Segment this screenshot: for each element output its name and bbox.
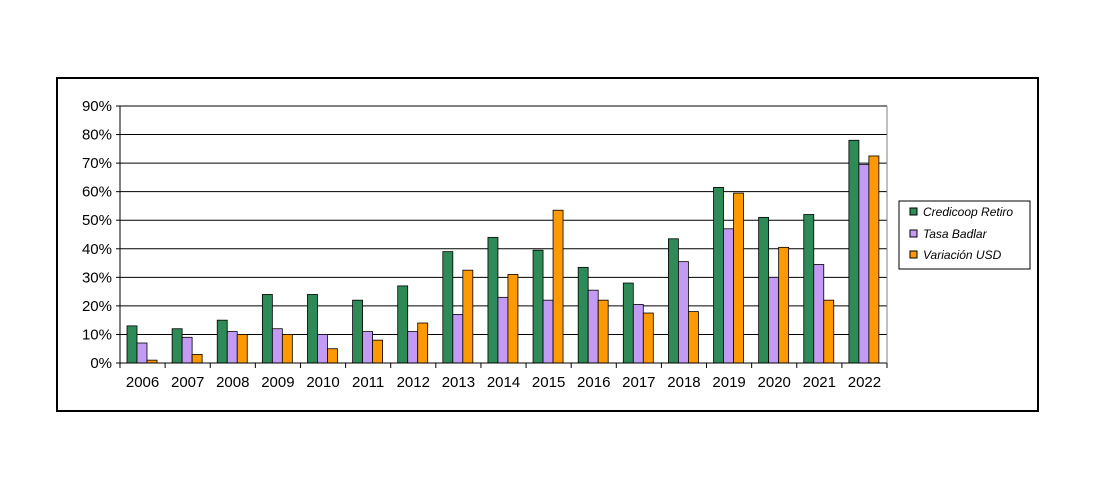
axes [119,106,888,364]
x-tick-label: 2015 [532,374,565,391]
y-tick-label: 50% [82,212,112,229]
legend-label-credicoop-retiro: Credicoop Retiro [923,205,1013,219]
bar-variaci-n-usd-2015 [552,209,564,364]
legend-box [898,200,1031,270]
bar-credicoop-retiro-2016 [577,266,589,364]
bar-variaci-n-usd-2012 [417,322,429,364]
bar-variaci-n-usd-2009 [281,334,293,364]
bar-credicoop-retiro-2012 [397,285,409,364]
x-tick-label: 2009 [261,374,294,391]
bar-tasa-badlar-2022 [858,164,870,364]
x-tick-label: 2008 [216,374,249,391]
x-tick-label: 2018 [667,374,700,391]
y-tick-label: 10% [82,326,112,343]
y-tick-label: 20% [82,298,112,315]
bar-tasa-badlar-2007 [181,336,193,364]
bar-credicoop-retiro-2008 [216,319,228,364]
bar-tasa-badlar-2011 [362,331,373,364]
bar-tasa-badlar-2012 [407,331,419,364]
bar-tasa-badlar-2009 [271,328,283,364]
x-tick-label: 2016 [577,374,610,391]
bar-variaci-n-usd-2018 [688,311,699,364]
bar-tasa-badlar-2006 [136,342,148,364]
y-tick-label: 80% [82,127,112,144]
x-tick-label: 2017 [622,374,655,391]
bar-variaci-n-usd-2016 [597,299,609,364]
x-tick-label: 2013 [442,374,475,391]
bar-credicoop-retiro-2011 [352,299,363,364]
x-tick-label: 2011 [352,374,384,391]
y-tick-label: 40% [82,241,112,258]
bar-credicoop-retiro-2020 [758,216,770,364]
x-tick-label: 2022 [848,374,881,391]
bar-tasa-badlar-2021 [813,264,825,364]
x-tick-label: 2006 [126,374,159,391]
bar-credicoop-retiro-2022 [848,139,860,364]
y-tick-label: 90% [82,98,112,115]
bar-credicoop-retiro-2014 [487,236,499,364]
bar-tasa-badlar-2008 [226,331,238,364]
bar-variaci-n-usd-2014 [507,274,519,364]
bar-credicoop-retiro-2007 [171,328,183,364]
bar-credicoop-retiro-2015 [532,249,544,364]
bar-tasa-badlar-2014 [497,296,509,364]
y-tick-labels: 0% 10% 20% 30% 40% 50% 60% 70% 80% 90% [82,98,120,372]
bar-credicoop-retiro-2021 [803,214,815,364]
x-tick-label: 2014 [487,374,520,391]
bar-tasa-badlar-2020 [768,276,780,364]
bar-variaci-n-usd-2007 [191,354,203,364]
bars [126,139,880,364]
y-tick-label: 30% [82,269,112,286]
bar-tasa-badlar-2010 [317,334,328,364]
bar-credicoop-retiro-2019 [713,186,724,364]
bar-credicoop-retiro-2006 [126,325,138,364]
bar-credicoop-retiro-2018 [668,238,679,364]
y-tick-label: 0% [90,355,112,372]
bar-variaci-n-usd-2010 [327,348,338,364]
legend-swatch-credicoop-retiro [909,207,918,216]
bar-credicoop-retiro-2017 [622,282,634,364]
bar-variaci-n-usd-2022 [868,155,880,364]
bar-variaci-n-usd-2013 [462,269,474,364]
x-tick-label: 2012 [397,374,430,391]
bar-tasa-badlar-2015 [542,299,554,364]
bar-tasa-badlar-2019 [723,228,734,364]
x-tick-label: 2020 [758,374,791,391]
bar-variaci-n-usd-2021 [823,299,835,364]
y-tick-label: 60% [82,184,112,201]
bar-tasa-badlar-2016 [587,289,599,364]
bar-credicoop-retiro-2010 [307,294,318,364]
bar-variaci-n-usd-2019 [733,192,744,364]
bar-tasa-badlar-2018 [678,261,689,364]
legend-label-tasa-badlar: Tasa Badlar [923,227,988,241]
x-tick-label: 2010 [306,374,339,391]
y-tick-label: 70% [82,155,112,172]
bar-chart: 0%10%20%30%40%50%60%70%80%90% 2006 2007 20… [82,98,1031,391]
legend: Credicoop Retiro Tasa Badlar Variación U… [898,200,1031,270]
x-tick-label: 2019 [712,374,745,391]
bar-credicoop-retiro-2009 [261,294,273,364]
bar-variaci-n-usd-2020 [778,246,790,364]
x-tick-labels: 2006 2007 2008 2009 2010 2011 2012 2013 2014 2015… [119,363,888,391]
bar-credicoop-retiro-2013 [442,251,454,364]
gridlines [120,105,887,335]
chart-frame: 0% 10% 20% 30% 40% 50% 60% 70% 80% 90% 2006 2007 20… [56,77,1039,412]
x-tick-label: 2021 [803,374,836,391]
bar-tasa-badlar-2013 [452,314,464,364]
legend-swatch-variacion-usd [909,250,918,259]
bar-tasa-badlar-2017 [632,304,644,364]
bar-variaci-n-usd-2008 [236,334,248,364]
bar-variaci-n-usd-2017 [642,312,654,364]
legend-swatch-tasa-badlar [909,229,918,238]
x-tick-label: 2007 [171,374,204,391]
legend-label-variacion-usd: Variación USD [923,248,1002,262]
bar-variaci-n-usd-2011 [372,339,383,364]
